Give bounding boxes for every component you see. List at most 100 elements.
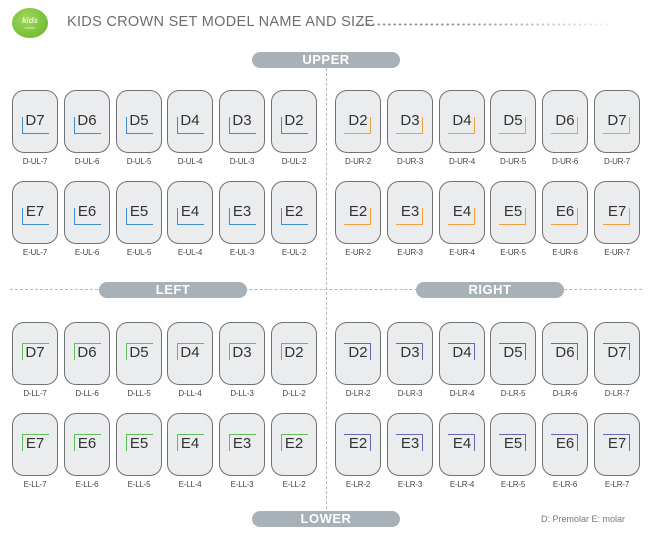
crown-code: E3 xyxy=(400,203,420,220)
vertical-divider xyxy=(326,68,327,514)
model-name-label: E-LR-4 xyxy=(449,480,475,489)
orientation-bracket-icon xyxy=(551,343,578,360)
crown-card: D2 xyxy=(271,90,317,153)
crown-card: E3 xyxy=(219,181,265,244)
crown-card: E4 xyxy=(439,181,485,244)
crown-card: E3 xyxy=(387,413,433,476)
model-name-label: E-UL-2 xyxy=(281,248,307,257)
model-name-label: E-LR-2 xyxy=(345,480,371,489)
crown-code: E5 xyxy=(503,435,523,452)
crown-card: E7 xyxy=(594,181,640,244)
crown-card: D5 xyxy=(490,90,536,153)
crown-code: D2 xyxy=(348,112,368,129)
model-name-label: E-LL-7 xyxy=(23,480,47,489)
crown-code: E6 xyxy=(77,435,97,452)
orientation-bracket-icon xyxy=(126,343,153,360)
crown-card: D2 xyxy=(271,322,317,385)
crown-code: D2 xyxy=(284,112,304,129)
horizontal-divider xyxy=(10,289,642,290)
orientation-bracket-icon xyxy=(396,208,423,225)
crown-card: D7 xyxy=(12,322,58,385)
orientation-bracket-icon xyxy=(229,434,256,451)
model-name-label: E-UR-4 xyxy=(449,248,475,257)
upper-section-label: UPPER xyxy=(252,52,400,68)
crown-card: D4 xyxy=(167,90,213,153)
brand-logo: kids crown xyxy=(12,8,48,38)
orientation-bracket-icon xyxy=(74,117,101,134)
crown-code: E4 xyxy=(452,435,472,452)
crown-card: E4 xyxy=(439,413,485,476)
crown-card: D6 xyxy=(64,322,110,385)
crown-code: E2 xyxy=(284,435,304,452)
model-name-label: D-UR-6 xyxy=(552,157,578,166)
crown-card: D3 xyxy=(219,322,265,385)
crown-code: D4 xyxy=(180,112,200,129)
crown-card: D7 xyxy=(594,90,640,153)
orientation-bracket-icon xyxy=(448,434,475,451)
crown-card: D4 xyxy=(439,90,485,153)
crown-card: E3 xyxy=(387,181,433,244)
crown-code: D6 xyxy=(555,112,575,129)
crown-code: E2 xyxy=(284,203,304,220)
model-name-label: D-LR-6 xyxy=(552,389,578,398)
crown-card: D7 xyxy=(594,322,640,385)
orientation-bracket-icon xyxy=(499,117,526,134)
logo-text: kids xyxy=(21,15,38,25)
crown-card: D5 xyxy=(116,322,162,385)
crown-card: E6 xyxy=(64,181,110,244)
crown-card: D2 xyxy=(335,322,381,385)
crown-code: D7 xyxy=(25,112,45,129)
crown-card: D6 xyxy=(542,322,588,385)
crown-card: E7 xyxy=(12,181,58,244)
orientation-bracket-icon xyxy=(229,343,256,360)
orientation-bracket-icon xyxy=(344,343,371,360)
model-name-label: D-UL-2 xyxy=(281,157,307,166)
orientation-bracket-icon xyxy=(396,434,423,451)
crown-card: D5 xyxy=(490,322,536,385)
orientation-bracket-icon xyxy=(448,117,475,134)
crown-card: D7 xyxy=(12,90,58,153)
crown-card: D3 xyxy=(387,90,433,153)
orientation-bracket-icon xyxy=(499,434,526,451)
crown-code: D7 xyxy=(607,112,627,129)
crown-card: E5 xyxy=(116,413,162,476)
model-name-label: E-UR-5 xyxy=(500,248,526,257)
model-name-label: D-UL-4 xyxy=(177,157,203,166)
crown-code: E6 xyxy=(77,203,97,220)
orientation-bracket-icon xyxy=(603,434,630,451)
crown-code: E7 xyxy=(607,435,627,452)
model-name-label: D-LR-5 xyxy=(500,389,526,398)
orientation-bracket-icon xyxy=(499,343,526,360)
orientation-bracket-icon xyxy=(126,434,153,451)
crown-code: D5 xyxy=(129,112,149,129)
model-name-label: E-LL-3 xyxy=(230,480,254,489)
crown-code: E7 xyxy=(25,203,45,220)
orientation-bracket-icon xyxy=(448,208,475,225)
crown-card: D3 xyxy=(387,322,433,385)
crown-code: E3 xyxy=(232,203,252,220)
orientation-bracket-icon xyxy=(126,208,153,225)
orientation-bracket-icon xyxy=(281,343,308,360)
model-name-label: E-UR-6 xyxy=(552,248,578,257)
crown-card: E2 xyxy=(335,181,381,244)
crown-code: D6 xyxy=(555,344,575,361)
right-section-label: RIGHT xyxy=(416,282,564,298)
model-name-label: D-LL-5 xyxy=(127,389,151,398)
model-name-label: D-LL-2 xyxy=(282,389,306,398)
crown-code: E5 xyxy=(129,435,149,452)
orientation-bracket-icon xyxy=(344,434,371,451)
crown-code: D7 xyxy=(607,344,627,361)
crown-card: E6 xyxy=(64,413,110,476)
crown-code: E4 xyxy=(452,203,472,220)
crown-code: D4 xyxy=(452,112,472,129)
crown-code: D5 xyxy=(129,344,149,361)
model-name-label: D-UL-3 xyxy=(229,157,255,166)
orientation-bracket-icon xyxy=(22,343,49,360)
legend-note: D: Premolar E: molar xyxy=(541,514,626,524)
crown-code: D3 xyxy=(400,344,420,361)
model-name-label: E-UL-6 xyxy=(74,248,100,257)
model-name-label: D-LL-7 xyxy=(23,389,47,398)
orientation-bracket-icon xyxy=(396,343,423,360)
model-name-label: E-LL-6 xyxy=(75,480,99,489)
crown-card: E2 xyxy=(271,413,317,476)
